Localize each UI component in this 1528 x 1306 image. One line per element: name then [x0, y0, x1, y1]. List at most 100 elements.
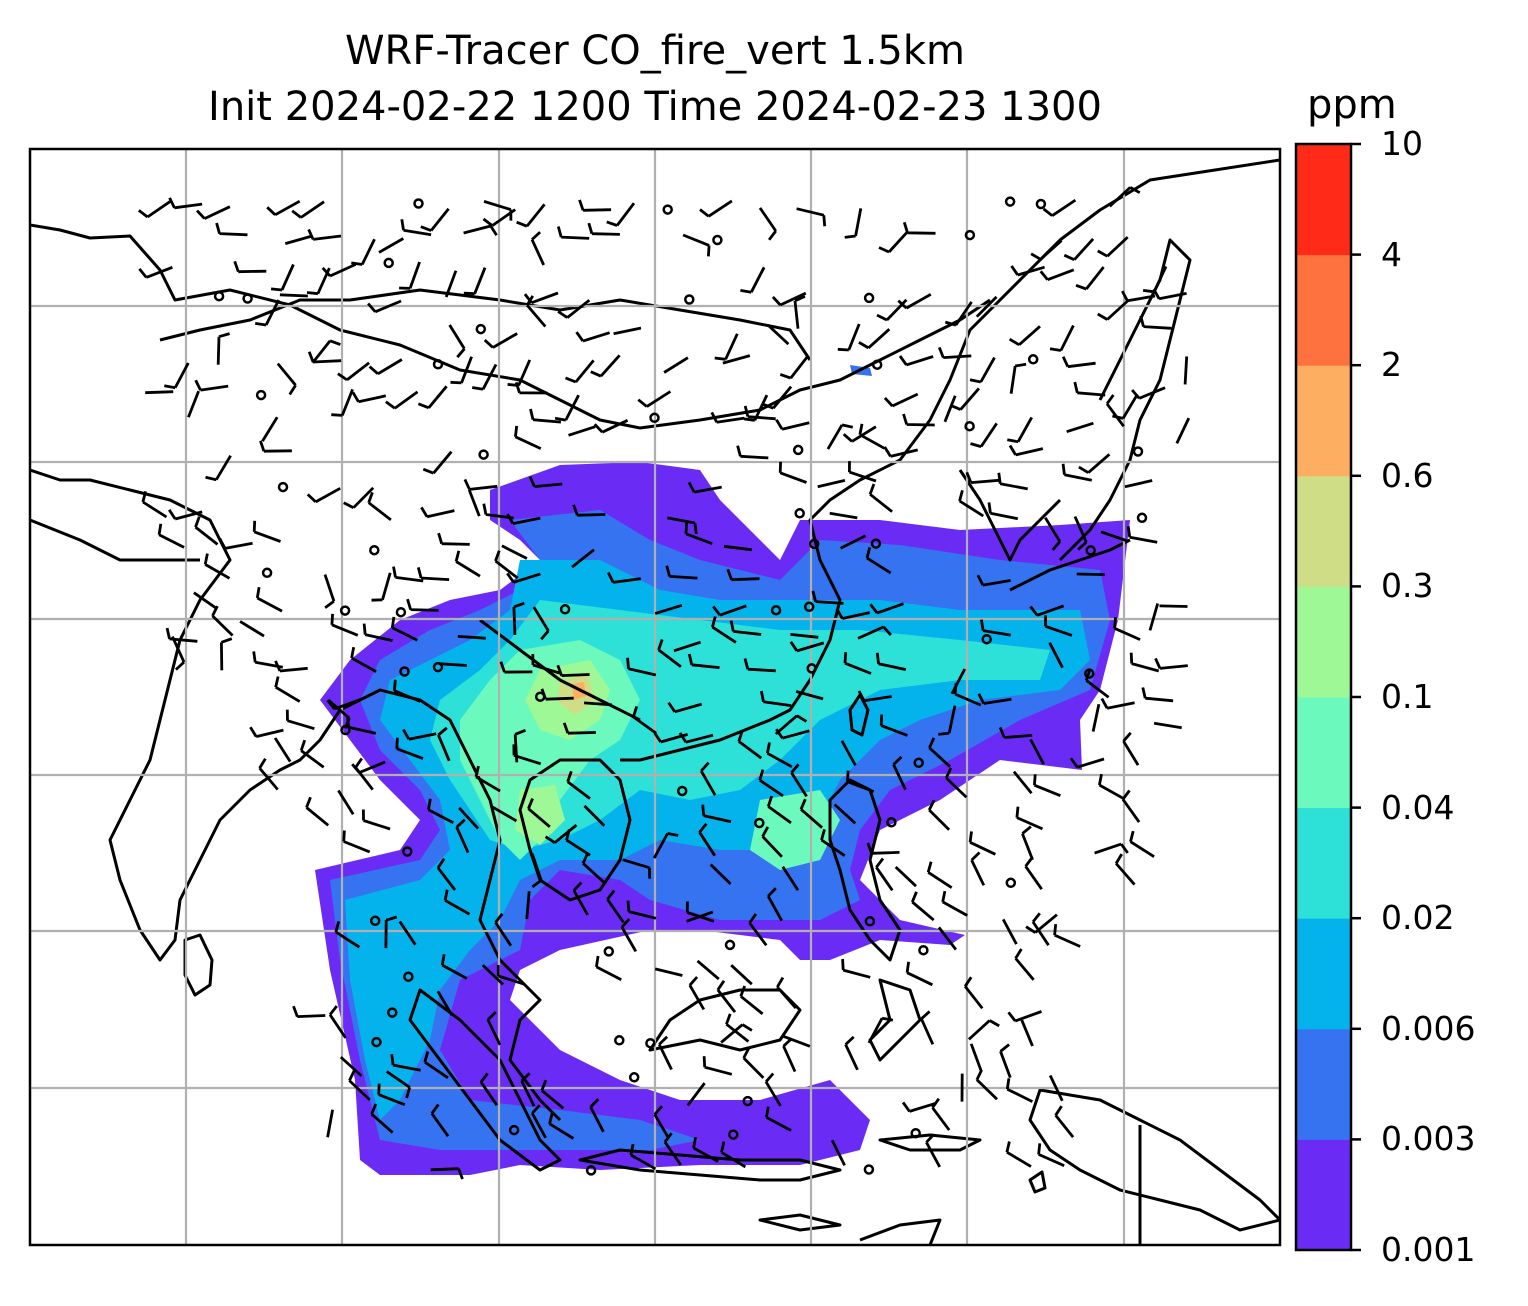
wind-barb — [783, 1035, 811, 1048]
wind-barb — [454, 550, 481, 578]
wind-barb — [883, 446, 919, 458]
wind-barb — [835, 608, 870, 620]
wind-barb — [514, 381, 548, 395]
wind-barb — [255, 586, 283, 613]
coastline-australia-top — [859, 1218, 942, 1245]
wind-barb — [710, 411, 745, 424]
wind-barb — [348, 1070, 371, 1101]
wind-barb — [1020, 1019, 1034, 1047]
wind-barb — [343, 486, 375, 509]
wind-barb — [795, 690, 824, 701]
wind-barb — [350, 646, 377, 673]
wind-barb — [742, 1047, 765, 1079]
calm-wind-marker — [806, 663, 817, 674]
colorbar-tick-label: 0.1 — [1381, 677, 1434, 716]
wind-barb — [384, 915, 398, 949]
wind-barb — [583, 701, 613, 707]
wind-barb — [965, 471, 1000, 484]
wind-barb — [279, 293, 308, 298]
wind-barb — [626, 657, 657, 677]
wind-barb — [328, 1005, 347, 1039]
wind-barb — [450, 356, 473, 385]
wind-barb — [1007, 1010, 1042, 1023]
wind-barb — [273, 737, 292, 763]
calm-wind-marker — [432, 359, 444, 370]
wind-barb — [254, 299, 280, 327]
wind-barb — [883, 392, 919, 408]
wind-barb — [1048, 1074, 1064, 1102]
wind-barb — [483, 200, 513, 221]
wind-barb — [725, 1013, 750, 1043]
wind-barb — [512, 744, 542, 766]
wind-barb — [342, 830, 371, 854]
wind-barb — [590, 354, 621, 378]
wind-barb — [1008, 444, 1044, 457]
wind-barb — [1053, 923, 1081, 948]
calm-wind-marker — [387, 1007, 398, 1018]
wind-barb — [292, 1005, 326, 1018]
wind-barb — [892, 755, 907, 791]
wind-barb — [525, 891, 531, 920]
wind-barb — [531, 653, 561, 675]
calm-wind-marker — [339, 605, 351, 616]
wind-barb — [1073, 516, 1088, 551]
wind-barb — [436, 857, 457, 891]
wind-barb — [673, 640, 702, 653]
wind-barb — [205, 454, 232, 482]
calm-wind-marker — [864, 916, 876, 927]
wind-barb — [712, 604, 747, 617]
wind-barb — [323, 574, 336, 609]
calm-wind-marker — [603, 946, 615, 957]
wind-barb — [1094, 842, 1129, 855]
wind-barb — [766, 742, 793, 769]
coastline-islands-a — [1028, 1170, 1047, 1194]
wind-barb — [1142, 265, 1168, 294]
calm-wind-marker — [684, 294, 695, 305]
wind-barb — [571, 548, 595, 569]
wind-barb — [1005, 1078, 1034, 1103]
wind-barb — [950, 668, 967, 695]
wind-barb — [494, 912, 513, 947]
wind-barb — [516, 203, 546, 228]
wind-barb — [698, 822, 716, 857]
calm-wind-marker — [1035, 198, 1047, 210]
wind-barb — [714, 333, 739, 361]
wind-barb — [637, 390, 672, 408]
wind-barb — [1124, 479, 1153, 489]
wind-barb — [1105, 394, 1125, 428]
wind-barb — [393, 679, 421, 703]
wind-barb — [540, 1079, 565, 1110]
wind-barb — [525, 295, 547, 328]
colorbar — [1294, 142, 1361, 1252]
wind-barb — [716, 980, 737, 1013]
wind-barb — [902, 413, 935, 427]
colorbar-tick-label: 4 — [1381, 234, 1402, 274]
wind-barb — [499, 661, 533, 674]
wind-barb — [337, 361, 370, 382]
wind-barb — [875, 857, 894, 892]
wind-barb — [443, 889, 471, 916]
calm-wind-marker — [475, 323, 487, 335]
wind-barb — [665, 565, 698, 580]
wind-barb — [368, 358, 403, 376]
wind-barb — [371, 572, 392, 602]
wind-barb — [141, 491, 168, 519]
wind-barb — [793, 295, 806, 329]
wind-barb — [766, 887, 783, 922]
wind-barb — [406, 598, 439, 612]
wind-barb — [1024, 856, 1043, 891]
wind-barb — [417, 385, 448, 410]
colorbar-tick-label: 0.02 — [1381, 898, 1455, 938]
wind-barb — [866, 842, 900, 855]
wind-barb — [817, 479, 846, 489]
wind-barb — [354, 757, 374, 791]
wind-barb — [589, 1098, 605, 1133]
wind-barb — [771, 291, 807, 307]
wind-barb — [764, 1072, 782, 1107]
wind-barb — [1014, 948, 1035, 981]
wind-barb — [437, 726, 451, 762]
wind-barb — [168, 197, 203, 210]
wind-barb — [840, 740, 857, 766]
wind-barb — [157, 523, 185, 549]
